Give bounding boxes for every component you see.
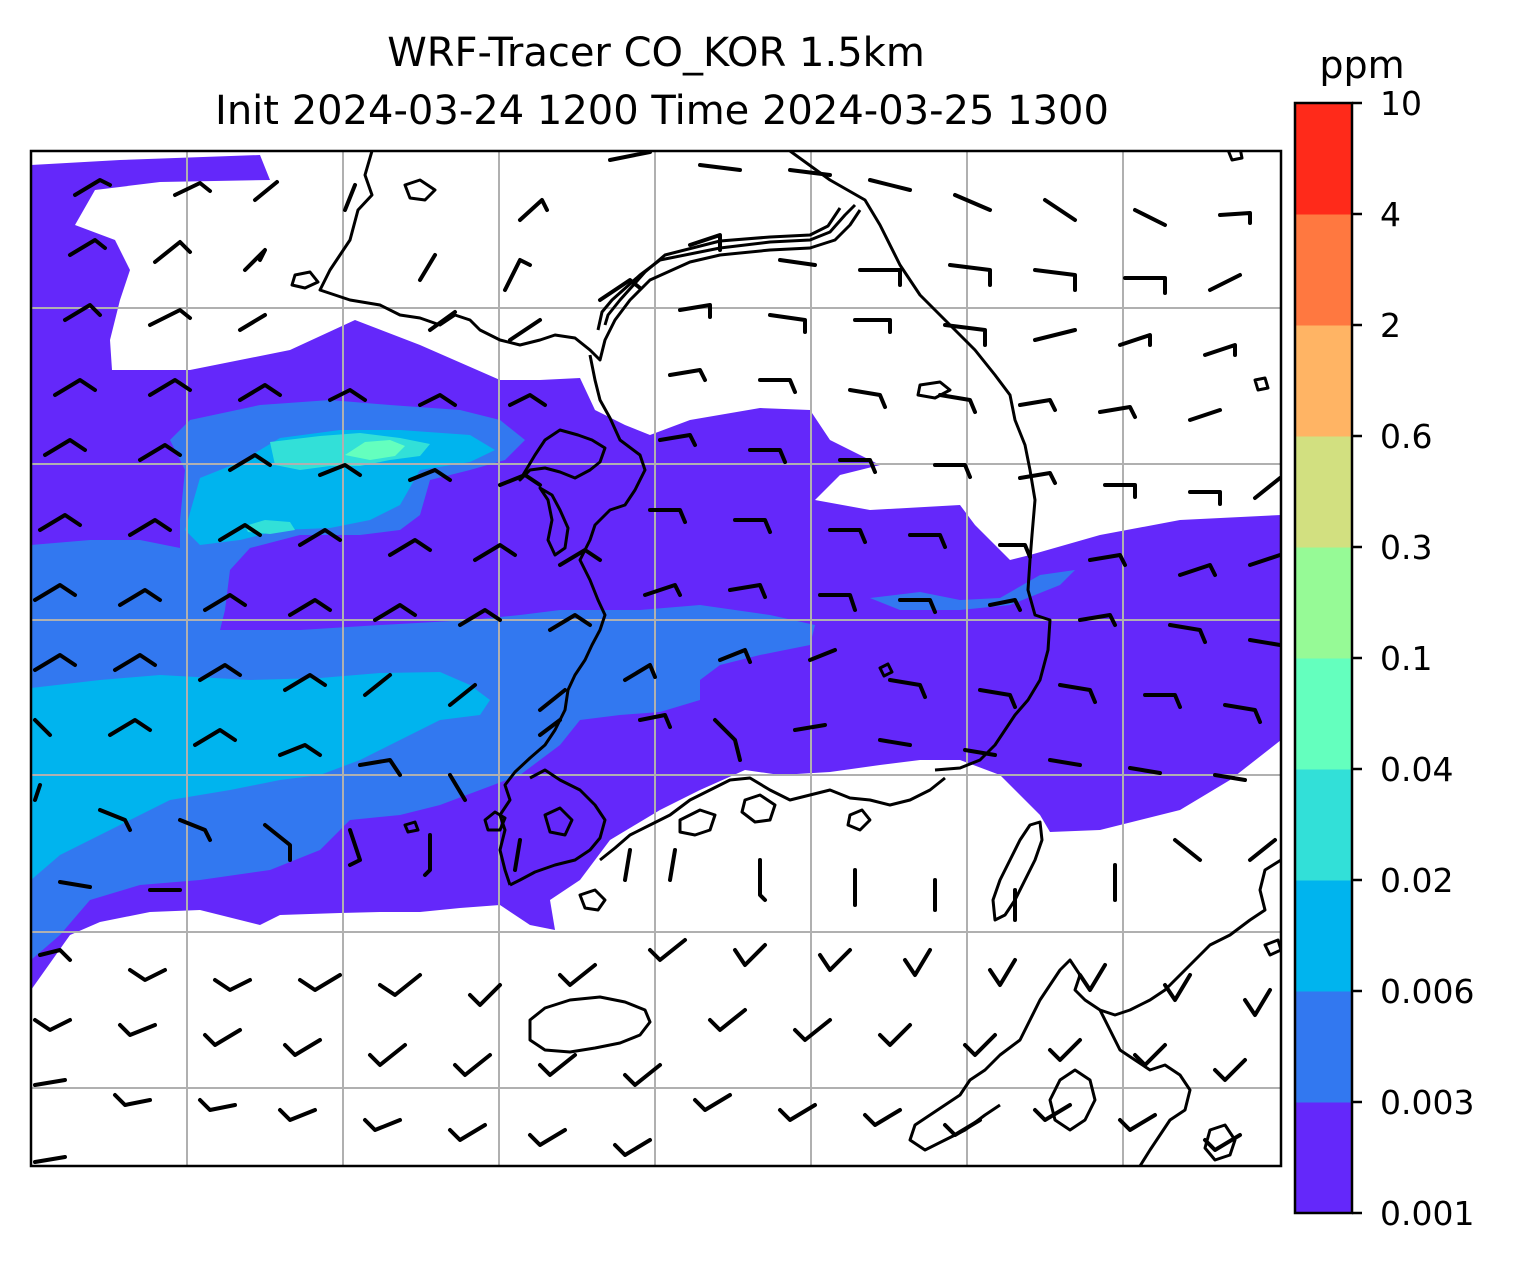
colorbar-swatch: [1295, 325, 1352, 437]
colorbar-units-label: ppm: [1319, 43, 1404, 87]
colorbar: ppm 0.001 0.003 0.006 0.02 0.04 0.1 0.3 0.6 2 4 10: [1293, 43, 1474, 1233]
colorbar-swatch: [1295, 214, 1352, 326]
colorbar-swatch: [1295, 436, 1352, 548]
wind-barbs: [33, 151, 1281, 1164]
colorbar-ticks: 0.001 0.003 0.006 0.02 0.04 0.1 0.3 0.6 2 4 10: [1352, 84, 1474, 1233]
colorbar-frame: [1293, 101, 1354, 1215]
colorbar-swatch: [1295, 880, 1352, 992]
colorbar-swatch: [1295, 547, 1352, 659]
colorbar-swatch: [1295, 1102, 1352, 1214]
colorbar-tick-label: 0.3: [1380, 528, 1432, 567]
conc-band-004: [345, 440, 405, 460]
colorbar-tick-label: 2: [1380, 306, 1401, 345]
map-panel: [29, 149, 1283, 1168]
colorbar-swatch: [1295, 103, 1352, 215]
colorbar-tick-label: 0.003: [1380, 1083, 1474, 1122]
map-title-line-1: WRF-Tracer CO_KOR 1.5km: [387, 30, 925, 76]
colorbar-swatch: [1295, 658, 1352, 770]
map-frame: [29, 149, 1283, 1168]
colorbar-swatch: [1295, 991, 1352, 1103]
colorbar-tick-label: 0.001: [1380, 1194, 1474, 1233]
colorbar-tick-label: 0.02: [1380, 861, 1453, 900]
colorbar-tick-label: 0.006: [1380, 972, 1474, 1011]
colorbar-tick-label: 0.6: [1380, 417, 1432, 456]
colorbar-tick-label: 0.04: [1380, 750, 1453, 789]
colorbar-tick-label: 0.1: [1380, 639, 1432, 678]
colorbar-tick-label: 10: [1380, 84, 1422, 123]
colorbar-swatches: [1295, 103, 1352, 1214]
conc-band-002-b: [245, 520, 295, 534]
colorbar-swatch: [1295, 769, 1352, 881]
map-title-line-2: Init 2024-03-24 1200 Time 2024-03-25 130…: [215, 88, 1109, 134]
jeju-island: [528, 995, 652, 1054]
coastlines: [290, 151, 1281, 1166]
colorbar-tick-label: 4: [1380, 195, 1401, 234]
